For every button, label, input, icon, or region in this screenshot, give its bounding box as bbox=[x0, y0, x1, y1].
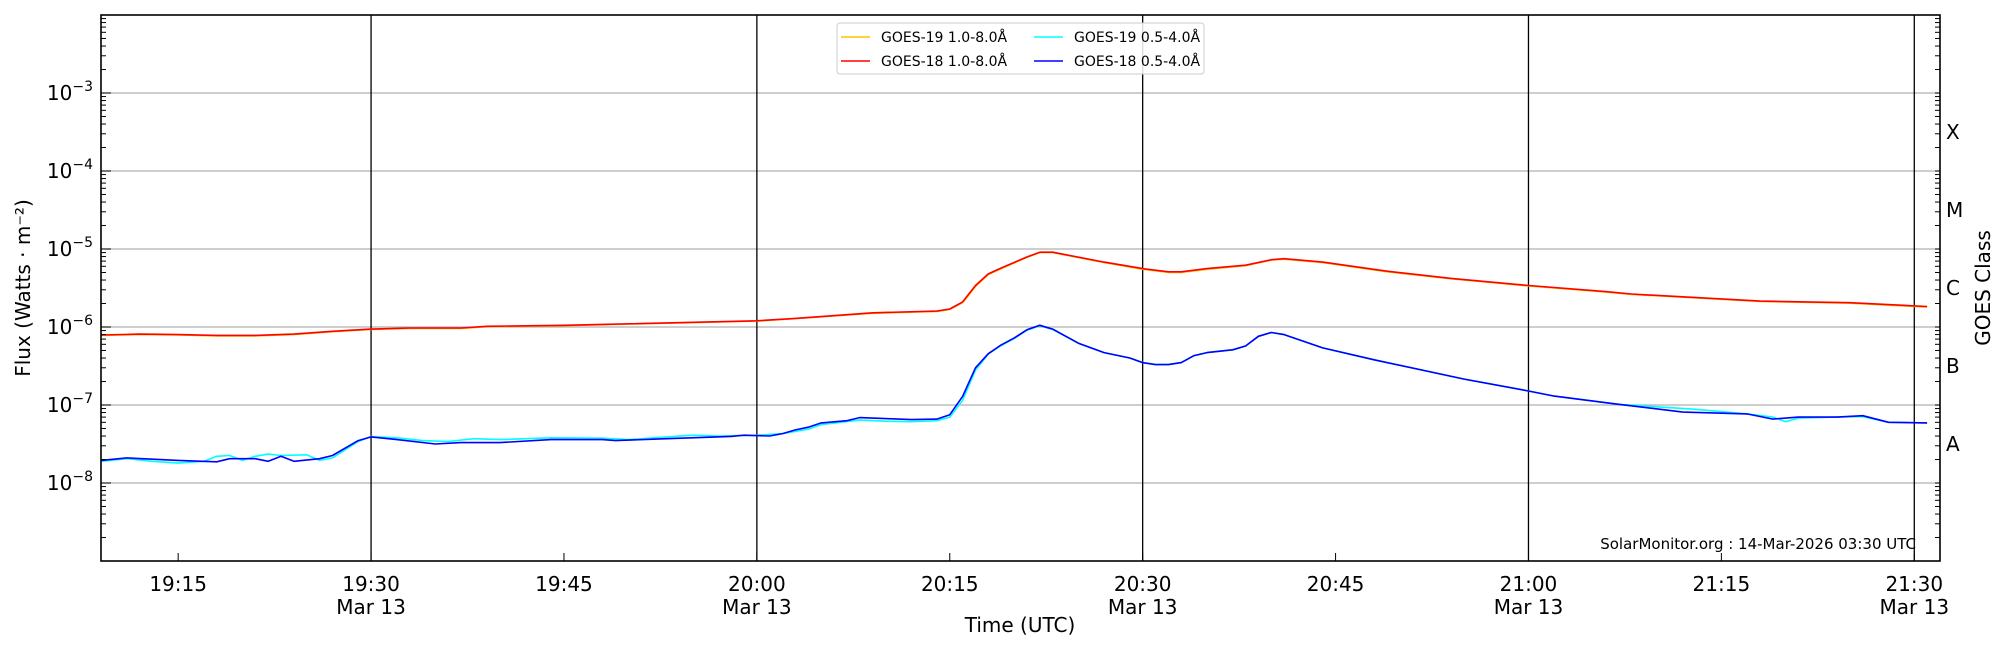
y-tick-label: 10−6 bbox=[47, 313, 93, 339]
series-line-1 bbox=[100, 251, 1928, 337]
x-tick-label: 20:30 bbox=[1114, 572, 1172, 596]
goes-class-label: A bbox=[1946, 432, 1960, 456]
x-tick-date-label: Mar 13 bbox=[1494, 595, 1564, 619]
x-tick-label: 21:15 bbox=[1693, 572, 1751, 596]
x-tick-date-label: Mar 13 bbox=[1108, 595, 1178, 619]
legend-label: GOES-19 0.5-4.0Å bbox=[1074, 29, 1200, 46]
x-tick-label: 19:15 bbox=[149, 572, 207, 596]
legend-label: GOES-18 0.5-4.0Å bbox=[1074, 53, 1200, 70]
x-axis-label: Time (UTC) bbox=[964, 613, 1076, 637]
y-tick-label: 10−3 bbox=[47, 79, 93, 105]
x-tick-label: 21:00 bbox=[1500, 572, 1558, 596]
x-tick-label: 20:45 bbox=[1307, 572, 1365, 596]
series-line-2 bbox=[100, 324, 1928, 464]
x-tick-date-label: Mar 13 bbox=[1880, 595, 1950, 619]
gridlines bbox=[101, 92, 1940, 484]
x-tick-date-label: Mar 13 bbox=[336, 595, 406, 619]
goes-class-axis-label: GOES Class bbox=[1971, 230, 1995, 346]
series-line-0 bbox=[100, 251, 1928, 337]
half-hour-lines bbox=[370, 15, 1915, 561]
x-tick-label: 19:30 bbox=[342, 572, 400, 596]
goes-class-label: B bbox=[1946, 354, 1960, 378]
legend: GOES-19 1.0-8.0Å GOES-18 1.0-8.0Å GOES-19 … bbox=[836, 22, 1205, 75]
y-tick-label: 10−5 bbox=[47, 235, 93, 261]
y-tick-label: 10−7 bbox=[47, 391, 93, 417]
x-tick-label: 20:00 bbox=[728, 572, 786, 596]
goes-class-label: M bbox=[1946, 198, 1963, 222]
legend-label: GOES-18 1.0-8.0Å bbox=[881, 53, 1007, 70]
y-tick-label: 10−4 bbox=[47, 157, 93, 183]
goes-class-label: X bbox=[1946, 120, 1960, 144]
series-line-3 bbox=[100, 324, 1928, 463]
x-tick-date-label: Mar 13 bbox=[722, 595, 792, 619]
plot-frame bbox=[100, 14, 1941, 562]
legend-label: GOES-19 1.0-8.0Å bbox=[881, 29, 1007, 46]
series-lines bbox=[100, 251, 1928, 464]
watermark: SolarMonitor.org : 14-Mar-2026 03:30 UTC bbox=[1600, 535, 1916, 553]
legend-box bbox=[836, 22, 1205, 75]
y-axis-label: Flux (Watts · m⁻²) bbox=[11, 199, 35, 377]
x-tick-label: 20:15 bbox=[921, 572, 979, 596]
y-tick-label: 10−8 bbox=[47, 469, 93, 495]
x-tick-label: 19:45 bbox=[535, 572, 593, 596]
goes-class-label: C bbox=[1946, 276, 1960, 300]
x-tick-label: 21:30 bbox=[1885, 572, 1943, 596]
